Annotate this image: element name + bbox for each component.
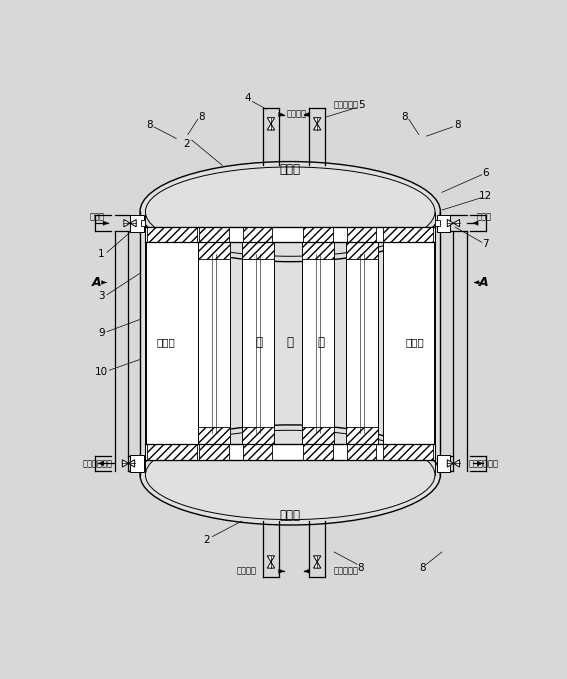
Text: 1: 1 (98, 249, 105, 259)
Text: 8: 8 (454, 120, 460, 130)
Bar (242, 242, 274, 259)
Text: 4: 4 (244, 94, 251, 103)
Text: 12: 12 (479, 191, 492, 201)
Bar (302, 242, 334, 444)
Polygon shape (99, 461, 104, 466)
Bar (303, 444, 333, 460)
Polygon shape (101, 280, 106, 285)
Polygon shape (130, 219, 136, 227)
Bar (140, 212, 441, 475)
Polygon shape (267, 556, 274, 562)
Bar (198, 242, 230, 444)
Polygon shape (447, 460, 454, 467)
Polygon shape (103, 221, 108, 225)
Bar (383, 444, 433, 460)
Bar (243, 227, 273, 242)
Polygon shape (314, 124, 321, 130)
Bar (146, 227, 435, 242)
Bar (383, 242, 434, 444)
Bar (141, 220, 146, 226)
Bar (347, 444, 376, 460)
Polygon shape (124, 219, 130, 227)
Text: 8: 8 (146, 120, 153, 130)
Bar (146, 242, 198, 444)
Bar (383, 227, 433, 242)
Text: 9: 9 (98, 328, 105, 338)
Bar (147, 444, 197, 460)
Text: 2: 2 (204, 536, 210, 545)
Polygon shape (278, 113, 284, 117)
Polygon shape (474, 280, 479, 285)
Text: 清水释放: 清水释放 (236, 567, 256, 576)
Text: 5: 5 (358, 100, 365, 111)
Text: 10: 10 (95, 367, 108, 377)
Polygon shape (477, 461, 483, 466)
Polygon shape (129, 460, 135, 467)
Bar (303, 227, 333, 242)
Text: 反冲洗水进: 反冲洗水进 (334, 101, 359, 110)
Text: 2: 2 (183, 139, 189, 149)
Text: 过: 过 (256, 336, 263, 349)
Bar (130, 455, 144, 472)
Text: 8: 8 (401, 112, 408, 122)
Bar (243, 444, 273, 460)
Polygon shape (454, 219, 460, 227)
Text: A: A (92, 276, 101, 289)
Polygon shape (267, 117, 274, 124)
Text: 清水仓: 清水仓 (280, 509, 301, 522)
Polygon shape (447, 219, 454, 227)
Bar (146, 444, 435, 460)
Bar (302, 427, 334, 444)
Text: 反冲洗排污水: 反冲洗排污水 (83, 459, 113, 468)
Text: 8: 8 (358, 563, 365, 573)
Text: 6: 6 (483, 168, 489, 178)
Text: 滤: 滤 (287, 336, 294, 349)
Bar (435, 220, 439, 226)
Bar (198, 242, 230, 259)
Text: 污水仓: 污水仓 (405, 337, 424, 348)
Polygon shape (278, 569, 284, 573)
Text: 污水进: 污水进 (477, 213, 492, 221)
Bar (198, 427, 230, 444)
Bar (200, 227, 229, 242)
Text: 污水仓: 污水仓 (157, 337, 176, 348)
Polygon shape (314, 556, 321, 562)
Polygon shape (473, 221, 478, 225)
Text: 8: 8 (420, 563, 426, 573)
Text: 3: 3 (98, 291, 105, 301)
Ellipse shape (140, 162, 441, 261)
Polygon shape (267, 562, 274, 568)
Bar (346, 427, 378, 444)
Bar (242, 427, 274, 444)
Polygon shape (304, 113, 310, 117)
Polygon shape (454, 460, 460, 467)
Ellipse shape (140, 425, 441, 525)
Bar (302, 242, 334, 259)
Text: 8: 8 (198, 112, 205, 122)
Polygon shape (122, 460, 129, 467)
Polygon shape (314, 117, 321, 124)
Polygon shape (267, 124, 274, 130)
Polygon shape (314, 562, 321, 568)
Text: 仓: 仓 (318, 336, 324, 349)
Text: 污水进: 污水进 (89, 213, 104, 221)
Bar (200, 444, 229, 460)
Bar (437, 455, 450, 472)
Text: 反冲洗水进: 反冲洗水进 (334, 567, 359, 576)
Bar (347, 227, 376, 242)
Bar (437, 215, 450, 232)
Bar (346, 242, 378, 259)
Text: 清水释放: 清水释放 (286, 109, 306, 118)
Polygon shape (304, 569, 310, 573)
Text: 清水仓: 清水仓 (280, 163, 301, 176)
Text: 反冲洗排污水: 反冲洗排污水 (468, 459, 498, 468)
Bar (130, 215, 144, 232)
Text: A: A (479, 276, 488, 289)
Bar (147, 227, 197, 242)
Bar (242, 242, 274, 444)
Text: 7: 7 (483, 239, 489, 249)
Bar (346, 242, 378, 444)
